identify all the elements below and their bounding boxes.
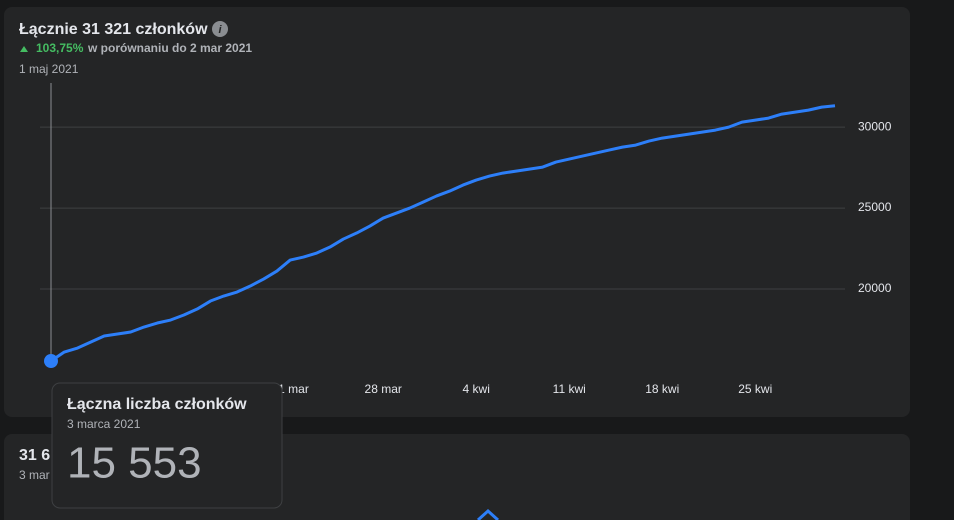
comparison: w porównaniu do 2 mar 2021: [87, 41, 252, 55]
tooltip-title: Łączna liczba członków: [67, 396, 247, 413]
y-tick-label: 30000: [858, 119, 892, 133]
up-arrow: [20, 46, 28, 52]
x-tick-label: 18 kwi: [645, 382, 679, 396]
cursor-date: 1 maj 2021: [19, 62, 79, 76]
card-subtitle: 3 mar: [19, 468, 50, 482]
line: [50, 104, 836, 363]
card-title: 31 6: [19, 447, 50, 464]
change: 103,75%: [36, 41, 84, 55]
tooltip-date: 3 marca 2021: [67, 417, 141, 431]
x-tick-label: 11 kwi: [553, 382, 586, 396]
x-tick-label: 28 mar: [365, 382, 402, 396]
hover-point: [44, 354, 58, 369]
tooltip-value: 15 553: [67, 439, 202, 488]
x-tick-label: 25 kwi: [738, 382, 772, 396]
info-icon[interactable]: [212, 21, 228, 37]
card: [4, 7, 910, 417]
x-tick-label: 4 kwi: [463, 382, 490, 396]
y-tick-label: 25000: [858, 200, 892, 214]
y-tick-label: 20000: [858, 281, 892, 295]
tooltip: [51, 382, 283, 509]
mini-chart: [476, 508, 500, 520]
title: Łącznie 31 321 członków: [19, 21, 208, 38]
info-glyph: i: [218, 24, 222, 36]
